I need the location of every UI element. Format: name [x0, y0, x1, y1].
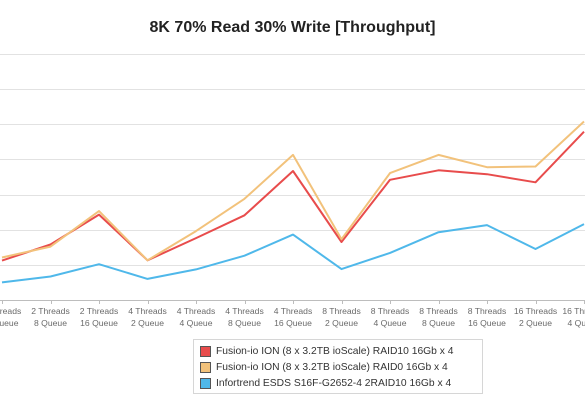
legend-swatch — [200, 361, 211, 373]
series-line-1 — [1, 120, 585, 262]
legend-label: Infortrend ESDS S16F-G2652-4 2RAID10 16G… — [216, 377, 452, 389]
legend-swatch — [200, 345, 211, 357]
legend-item: Infortrend ESDS S16F-G2652-4 2RAID10 16G… — [200, 375, 482, 391]
series-lines — [1, 120, 585, 284]
gridlines — [0, 54, 585, 304]
x-tick-label: 4 Threads 4 Queue — [177, 306, 216, 328]
x-tick-label: 4 Threads 16 Queue — [274, 306, 313, 328]
series-line-0 — [1, 131, 585, 262]
legend-item: Fusion-io ION (8 x 3.2TB ioScale) RAID10… — [200, 343, 482, 359]
chart-title: 8K 70% Read 30% Write [Throughput] — [149, 19, 436, 36]
legend: Fusion-io ION (8 x 3.2TB ioScale) RAID10… — [193, 339, 483, 394]
legend-item: Fusion-io ION (8 x 3.2TB ioScale) RAID0 … — [200, 359, 482, 375]
x-tick-label: 4 Threads 2 Queue — [128, 306, 167, 328]
legend-swatch — [200, 377, 211, 389]
legend-label: Fusion-io ION (8 x 3.2TB ioScale) RAID10… — [216, 345, 454, 357]
x-tick-label: 16 Threads 2 Queue — [514, 306, 557, 328]
x-tick-label: 4 Threads 8 Queue — [225, 306, 264, 328]
x-tick-label: 2 Threads 8 Queue — [31, 306, 70, 328]
x-tick-label: 2 Threads 16 Queue — [80, 306, 119, 328]
x-tick-label: 8 Threads 8 Queue — [419, 306, 458, 328]
x-tick-label: 8 Threads 16 Queue — [468, 306, 507, 328]
series-line-2 — [1, 223, 585, 284]
legend-label: Fusion-io ION (8 x 3.2TB ioScale) RAID0 … — [216, 361, 448, 373]
x-tick-label: 8 Threads 2 Queue — [322, 306, 361, 328]
x-tick-label: 8 Threads 4 Queue — [371, 306, 410, 328]
